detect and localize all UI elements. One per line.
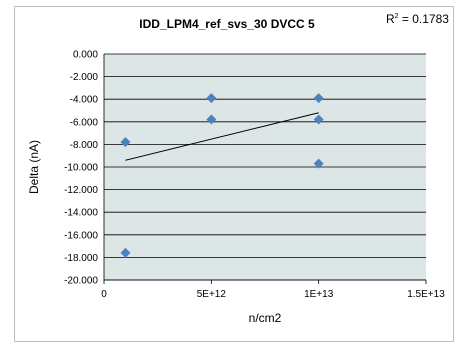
y-tick-label: -8.000 (70, 140, 99, 151)
y-tick-label: -12.000 (64, 185, 98, 196)
x-tick-label: 0 (101, 289, 107, 300)
y-tick-label: -4.000 (70, 95, 99, 106)
y-tick-label: -16.000 (64, 230, 98, 241)
x-tick-labels: 0 5E+12 1E+13 1.5E+13 (101, 280, 445, 300)
y-axis-label: Delta (nA) (27, 140, 41, 194)
y-tick-label: 0.000 (73, 50, 98, 61)
x-tick-label: 1.5E+13 (407, 289, 445, 300)
x-tick-label: 5E+12 (197, 289, 227, 300)
y-tick-labels: 0.000 -2.000 -4.000 -6.000 -8.000 -10.000 -12.… (64, 50, 98, 287)
y-tick-label: -18.000 (64, 253, 98, 264)
y-tick-label: -14.000 (64, 208, 98, 219)
y-tick-label: -20.000 (64, 276, 98, 287)
x-tick-label: 1E+13 (304, 289, 334, 300)
y-tick-label: -10.000 (64, 163, 98, 174)
y-tick-label: -6.000 (70, 117, 99, 128)
y-tick-label: -2.000 (70, 72, 99, 83)
x-axis-label: n/cm2 (249, 311, 282, 325)
